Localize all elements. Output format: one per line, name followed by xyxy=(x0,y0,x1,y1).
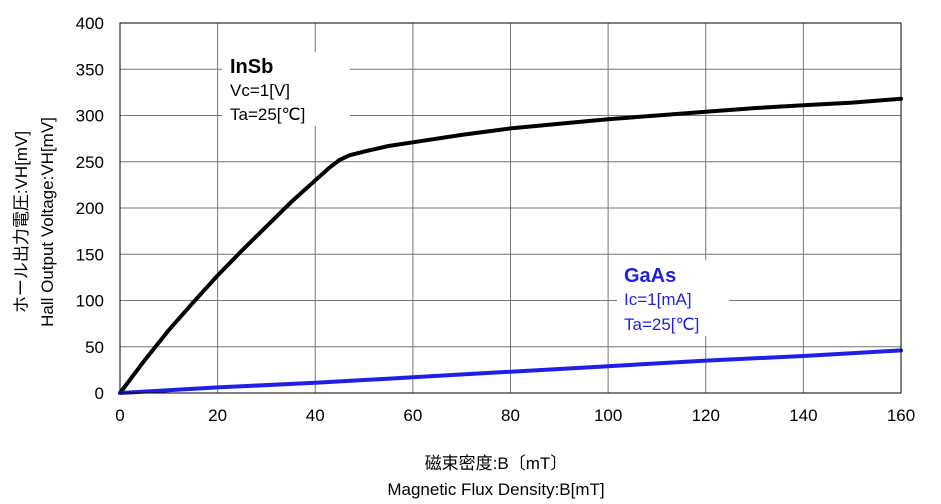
x-tick-label: 40 xyxy=(306,406,325,425)
y-tick-label: 400 xyxy=(76,14,104,33)
x-axis-title-ja: 磁束密度:B〔mT〕 xyxy=(425,454,568,473)
series-lines xyxy=(118,96,903,395)
x-tick-label: 20 xyxy=(208,406,227,425)
x-tick-label: 160 xyxy=(887,406,915,425)
y-tick-label: 350 xyxy=(76,60,104,79)
x-tick-label: 100 xyxy=(594,406,622,425)
y-tick-label: 50 xyxy=(85,338,104,357)
y-tick-label: 250 xyxy=(76,153,104,172)
series-line-insb xyxy=(118,96,903,395)
annotation-gaas-line-1: Ic=1[mA] xyxy=(624,290,692,309)
annotation-insb-bg xyxy=(222,52,350,126)
annotation-gaas-bg xyxy=(617,260,729,336)
x-axis-title-en: Magnetic Flux Density:B[mT] xyxy=(387,480,604,499)
tick-labels: 0 20 40 60 80 100 120 140 160 0 50 100 150 200 250 300 3… xyxy=(76,14,916,425)
x-tick-label: 0 xyxy=(115,406,124,425)
y-axis-title-en: Hall Output Voltage:VH[mV] xyxy=(38,117,57,327)
x-tick-label: 120 xyxy=(692,406,720,425)
y-axis-title-ja: ホール出力電圧:VH[mV] xyxy=(12,131,31,313)
plot-frame xyxy=(119,22,902,394)
annotation-gaas: GaAs Ic=1[mA] Ta=25[℃] xyxy=(617,260,729,336)
annotation-insb: InSb Vc=1[V] Ta=25[℃] xyxy=(222,52,350,126)
series-line-gaas xyxy=(118,348,903,395)
annotation-insb-line-1: Vc=1[V] xyxy=(230,81,290,100)
y-tick-label: 200 xyxy=(76,199,104,218)
y-tick-label: 300 xyxy=(76,107,104,126)
x-tick-label: 60 xyxy=(403,406,422,425)
x-tick-label: 140 xyxy=(789,406,817,425)
annotation-gaas-name: GaAs xyxy=(624,265,676,287)
annotation-insb-name: InSb xyxy=(230,56,273,78)
y-tick-label: 0 xyxy=(95,384,104,403)
y-tick-label: 100 xyxy=(76,292,104,311)
y-tick-label: 150 xyxy=(76,245,104,264)
annotation-gaas-line-2: Ta=25[℃] xyxy=(624,315,699,334)
x-tick-label: 80 xyxy=(501,406,520,425)
annotation-insb-line-2: Ta=25[℃] xyxy=(230,105,305,124)
